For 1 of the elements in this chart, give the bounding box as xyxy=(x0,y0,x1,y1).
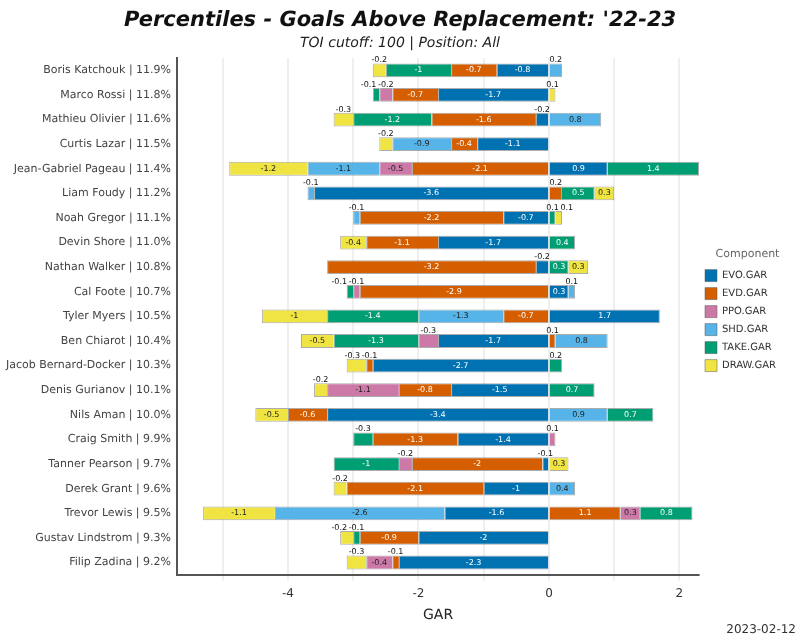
chart-title: Percentiles - Goals Above Replacement: '22-23 xyxy=(123,8,677,33)
